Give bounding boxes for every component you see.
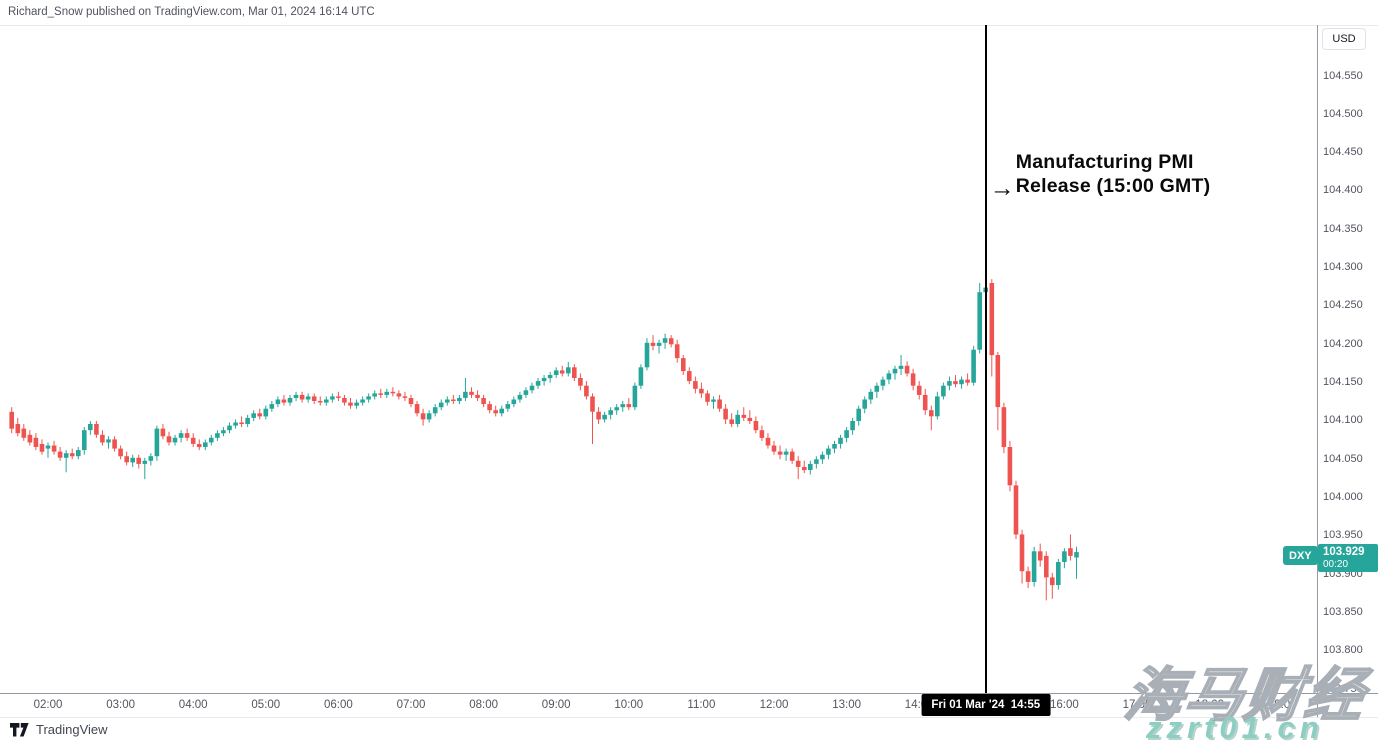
time-tick-label: 04:00 [178,699,208,711]
footer-separator [0,717,1378,718]
bar-countdown: 00:20 [1323,559,1349,571]
tradingview-logo[interactable]: TradingView [10,722,108,737]
time-tick-label: 02:00 [33,699,63,711]
price-tick-label: 104.250 [1323,299,1363,312]
crosshair-time-badge: Fri 01 Mar '24 14:55 [921,694,1051,716]
price-tick-label: 103.850 [1323,606,1363,619]
time-tick-label: 12:00 [759,699,789,711]
price-tick-label: 104.200 [1323,337,1363,350]
price-tick-label: 103.950 [1323,529,1363,542]
time-tick-label: 05:00 [251,699,281,711]
price-tick-label: 104.400 [1323,184,1363,197]
time-tick-label: 06:00 [324,699,353,711]
price-tick-label: 104.550 [1323,69,1363,82]
tradingview-wordmark: TradingView [36,722,108,737]
arrow-right-icon: → [989,174,1015,202]
currency-button[interactable]: USD [1322,28,1366,50]
time-tick-label: 10:00 [614,699,644,711]
annotation-text: Manufacturing PMI Release (15:00 GMT) [1016,150,1211,198]
time-tick-label: 07:00 [396,699,426,711]
last-price-value: 103.929 [1323,546,1365,559]
price-tick-label: 104.000 [1323,491,1363,504]
time-tick-label: 13:00 [832,699,861,711]
time-tick-label: 03:00 [106,699,135,711]
price-tick-label: 103.800 [1323,644,1363,657]
time-tick-label: 17:00 [1122,699,1152,711]
time-tick-label: 18:00 [1195,699,1224,711]
symbol-label-badge: DXY [1283,546,1318,566]
price-tick-label: 104.100 [1323,414,1363,427]
price-tick-label: 104.500 [1323,107,1363,120]
price-tick-label: 104.300 [1323,261,1363,274]
price-tick-label: 104.050 [1323,452,1363,465]
chart-top-border [0,25,1378,26]
last-price-badge: 103.929 00:20 [1318,544,1378,573]
time-tick-label: 16:00 [1050,699,1079,711]
watermark-url: zzrt01.cn [1146,710,1324,745]
price-tick-label: 104.150 [1323,376,1363,389]
tradingview-logo-icon [10,722,29,736]
time-axis-separator [0,693,1378,694]
price-tick-label: 104.350 [1323,222,1363,235]
time-tick-label: 19:00 [1267,699,1297,711]
annotation-line1: Manufacturing PMI [1015,151,1194,173]
price-tick-label: 104.450 [1323,146,1363,159]
price-tick-label: 103.750 [1323,682,1363,695]
time-tick-label: 09:00 [541,699,571,711]
price-axis-separator [1317,25,1318,717]
time-tick-label: 08:00 [469,699,498,711]
attribution-text: Richard_Snow published on TradingView.co… [8,6,375,18]
annotation-line2: Release (15:00 GMT) [1015,175,1211,197]
time-tick-label: 11:00 [687,699,716,711]
event-vertical-line [985,25,987,693]
